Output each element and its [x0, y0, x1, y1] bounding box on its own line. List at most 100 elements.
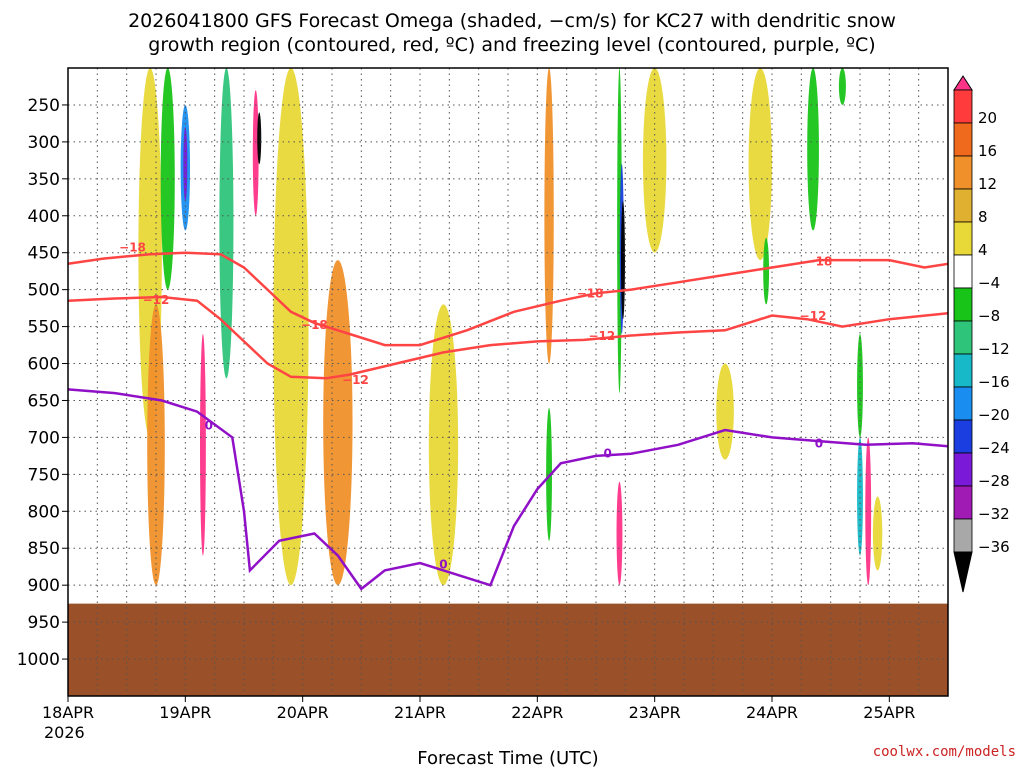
y-tick-label: 1000 [17, 650, 60, 670]
x-axis: 18APR 19APR 20APR 21APR 22APR 23APR 24APR 25APR… [42, 696, 915, 742]
plot-frame [67, 67, 949, 697]
colorbar-label: −32 [978, 505, 1010, 523]
contour-label: 0 [604, 447, 612, 461]
colorbar-label: 8 [978, 208, 988, 226]
colorbar-label: 4 [978, 241, 988, 259]
omega-feature-pink [616, 481, 623, 586]
y-tick-label: 300 [28, 133, 60, 153]
colorbar-segment [953, 320, 973, 355]
contour-label: 0 [439, 557, 447, 571]
chart-title-line-2: growth region (contoured, red, ºC) and f… [148, 34, 876, 56]
contour-label: −12 [342, 373, 369, 387]
colorbar-segment [953, 485, 973, 520]
omega-feature-black [620, 200, 625, 320]
colorbar-segment [953, 188, 973, 223]
omega-feature-pink [200, 333, 206, 556]
colorbar-segment [953, 254, 973, 289]
y-tick-label: 350 [28, 170, 60, 190]
colorbar-bottom-arrow [953, 551, 973, 593]
y-tick-label: 950 [28, 613, 60, 633]
colorbar-segment [953, 419, 973, 454]
omega-feature-green [807, 68, 819, 231]
y-tick-label: 550 [28, 318, 60, 338]
x-tick-label: 22APR [511, 703, 563, 722]
y-tick-label: 650 [28, 391, 60, 411]
omega-feature-green [857, 333, 863, 438]
contour-label: −18 [119, 241, 146, 255]
y-tick-label: 700 [28, 428, 60, 448]
y-tick-label: 900 [28, 576, 60, 596]
colorbar-segment [953, 353, 973, 388]
contour-label: 0 [205, 419, 213, 433]
colorbar-segment [953, 155, 973, 190]
y-tick-label: 250 [28, 96, 60, 116]
x-tick-label: 24APR [746, 703, 798, 722]
y-tick-label: 500 [28, 281, 60, 301]
y-tick-label: 800 [28, 502, 60, 522]
omega-feature-yellow [872, 496, 883, 571]
dgz-contour [68, 295, 948, 380]
omega-feature-pink [252, 90, 259, 216]
omega-feature-black [257, 112, 262, 165]
colorbar-label: 20 [978, 109, 997, 127]
colorbar-segment [953, 386, 973, 421]
y-tick-label: 750 [28, 465, 60, 485]
omega-feature-purple [183, 127, 188, 201]
omega-feature-yellow [642, 68, 667, 253]
x-tick-label: 25APR [863, 703, 915, 722]
x-axis-label: Forecast Time (UTC) [417, 748, 598, 768]
colorbar-label: −36 [978, 538, 1010, 556]
colorbar-label: 16 [978, 142, 997, 160]
colorbar-label: −4 [978, 274, 1000, 292]
omega-feature-orange [323, 260, 353, 586]
omega-feature-yellow [273, 68, 309, 586]
colorbar-label: 12 [978, 175, 997, 193]
omega-feature-yellow [428, 304, 459, 586]
colorbar-top-arrow [953, 75, 973, 91]
colorbar-segment [953, 287, 973, 322]
omega-feature-yellow [716, 363, 734, 460]
contour-label: 0 [815, 436, 823, 450]
y-tick-label: 400 [28, 207, 60, 227]
y-tick-label: 450 [28, 244, 60, 264]
colorbar-label: −28 [978, 472, 1010, 490]
colorbar-segment [953, 89, 973, 124]
colorbar-label: −8 [978, 307, 1000, 325]
colorbar-label: −20 [978, 406, 1010, 424]
omega-feature-green [763, 237, 770, 305]
colorbar-label: −24 [978, 439, 1010, 457]
x-year-label: 2026 [44, 723, 85, 742]
y-tick-label: 600 [28, 355, 60, 375]
colorbar-segment [953, 221, 973, 256]
omega-feature-teal [857, 437, 863, 556]
contour-label: −12 [143, 293, 170, 307]
x-tick-label: 23APR [629, 703, 681, 722]
y-axis: 250 300 350 400 450 500 550 600 650 700 750 800 850 9… [17, 96, 68, 670]
freezing-level-contour [68, 388, 948, 591]
x-tick-label: 20APR [277, 703, 329, 722]
colorbar-segment [953, 452, 973, 487]
contour-label: −18 [577, 286, 604, 300]
y-tick-label: 850 [28, 539, 60, 559]
omega-feature-orange [147, 304, 165, 586]
colorbar-segment [953, 122, 973, 157]
contour-label: −18 [301, 318, 328, 332]
credit-text: coolwx.com/models [872, 744, 1016, 760]
x-tick-label: 19APR [159, 703, 211, 722]
contour-label: −12 [588, 329, 615, 343]
omega-feature-teal [219, 68, 234, 379]
contour-labels: −18 −12 0 −18 −12 0 −18 −12 0 −12 −18 0 [119, 241, 832, 572]
contour-label: −18 [806, 255, 833, 269]
omega-feature-green [838, 68, 846, 105]
x-tick-label: 21APR [394, 703, 446, 722]
dgz-contour [68, 251, 948, 347]
colorbar-label: −16 [978, 373, 1010, 391]
x-tick-label: 18APR [42, 703, 94, 722]
contours [68, 251, 948, 591]
colorbar-label: −12 [978, 340, 1010, 358]
omega-feature-yellow [748, 68, 772, 261]
colorbar-segment [953, 518, 973, 553]
ground-mask [68, 603, 948, 696]
grid [68, 68, 948, 696]
